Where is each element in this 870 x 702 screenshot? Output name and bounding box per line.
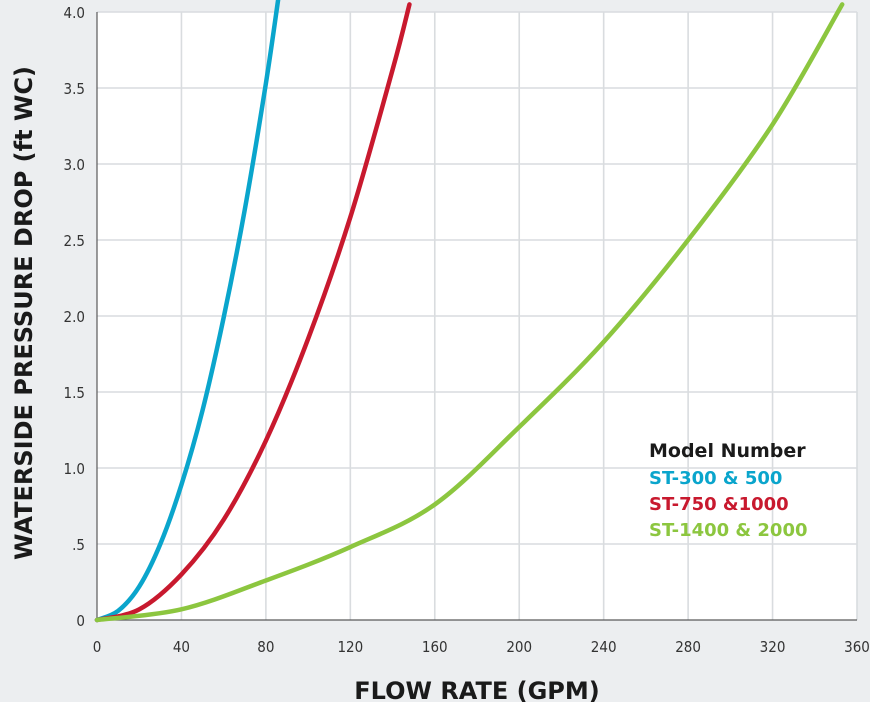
y-tick-label: 3.0 [64,156,85,174]
legend-entry-st-300-500: ST-300 & 500 [649,468,782,489]
y-tick-label: .5 [72,536,85,554]
x-tick-label: 200 [506,638,532,656]
x-tick-label: 0 [93,638,102,656]
legend: Model Number ST-300 & 500 ST-750 &1000 S… [649,440,808,541]
y-tick-label: 2.5 [64,232,85,250]
series-line-st-1400-2000 [94,2,845,623]
series-layer [94,0,845,623]
y-axis-title: WATERSIDE PRESSURE DROP (ft WC) [10,66,38,560]
y-tick-label: 4.0 [64,4,85,22]
x-tick-label: 320 [760,638,786,656]
x-tick-label: 280 [675,638,701,656]
x-tick-labels: 0 40 80 120 160 200 240 280 320 360 [93,638,870,656]
x-tick-label: 40 [173,638,190,656]
y-tick-label: 1.0 [64,460,85,478]
legend-entry-st-1400-2000: ST-1400 & 2000 [649,520,808,541]
series-line-st-300-500 [94,0,281,623]
legend-entry-st-750-1000: ST-750 &1000 [649,494,789,515]
y-tick-labels: 0 .5 1.0 1.5 2.0 2.5 3.0 3.5 4.0 [64,4,85,630]
x-tick-label: 360 [844,638,870,656]
x-tick-label: 160 [422,638,448,656]
y-tick-label: 0 [76,612,85,630]
x-tick-label: 80 [257,638,274,656]
series-line-st-750-1000 [94,2,412,623]
x-tick-label: 240 [591,638,617,656]
legend-title: Model Number [649,440,806,462]
y-tick-label: 3.5 [64,80,85,98]
x-axis-title: FLOW RATE (GPM) [354,677,599,702]
y-tick-label: 2.0 [64,308,85,326]
y-tick-label: 1.5 [64,384,85,402]
x-tick-label: 120 [337,638,363,656]
